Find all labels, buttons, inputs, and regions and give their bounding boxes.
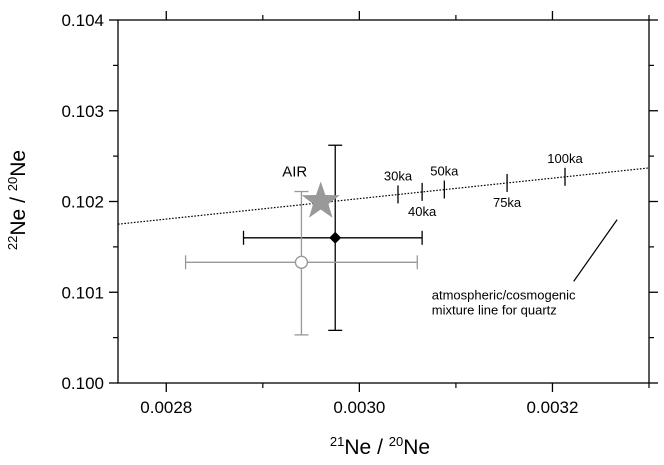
annotations-layer: 30ka 40ka 50ka 75ka 100ka atmospheric/cosmoge… [282, 151, 618, 318]
mixture-line [117, 167, 650, 225]
mixture-line-pointer [573, 219, 618, 282]
age-tick-label: 30ka [384, 168, 413, 183]
y-axis-title: 22Ne / 20Ne [5, 150, 30, 250]
x-tick-label: 0.0028 [140, 398, 192, 417]
air-star-marker [301, 181, 340, 218]
markers-layer [294, 181, 342, 270]
open-circle-marker [294, 255, 309, 270]
y-tick-label: 0.103 [61, 102, 104, 121]
air-label: AIR [282, 164, 307, 181]
y-tick-label: 0.100 [61, 374, 104, 393]
axis-tick-labels: 0.0028 0.0030 0.0032 0.100 0.101 0.102 0.103 0.… [61, 11, 578, 417]
x-tick-label: 0.0030 [333, 398, 385, 417]
plot-frame [117, 19, 650, 384]
axis-ticks [109, 11, 658, 392]
y-tick-label: 0.102 [61, 193, 104, 212]
mixture-line-label: mixture line for quartz [432, 303, 557, 318]
age-tick-label: 75ka [493, 195, 522, 210]
age-tick-label: 50ka [430, 164, 459, 179]
x-axis-title: 21Ne / 20Ne [330, 434, 430, 459]
age-tick-label: 100ka [547, 151, 583, 166]
x-tick-label: 0.0032 [526, 398, 578, 417]
y-tick-label: 0.104 [61, 11, 104, 30]
mixture-line-label: atmospheric/cosmogenic [432, 288, 576, 303]
mixture-line-layer [117, 167, 650, 225]
diamond-marker [329, 231, 342, 244]
y-tick-label: 0.101 [61, 283, 104, 302]
age-tick-label: 40ka [408, 204, 437, 219]
